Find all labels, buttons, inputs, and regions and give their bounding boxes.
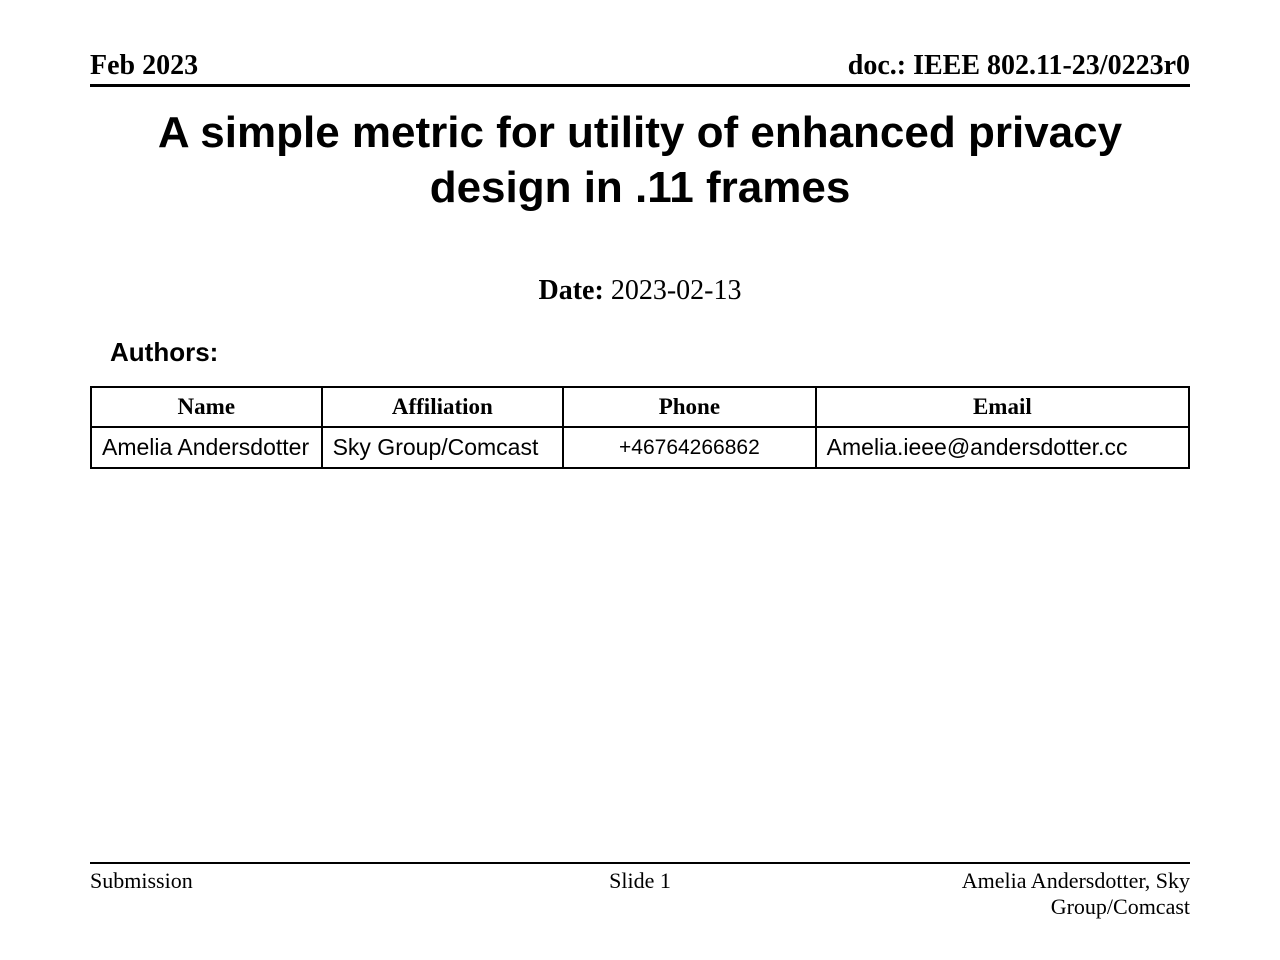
author-phone: +46764266862 xyxy=(563,427,816,468)
authors-col-name: Name xyxy=(91,387,322,427)
authors-col-phone: Phone xyxy=(563,387,816,427)
date-value: 2023-02-13 xyxy=(611,275,742,306)
authors-label: Authors: xyxy=(110,337,1190,368)
header-doc-number: doc.: IEEE 802.11-23/0223r0 xyxy=(848,50,1190,82)
header-month-year: Feb 2023 xyxy=(90,50,198,82)
footer-rule xyxy=(90,862,1190,864)
author-affiliation: Sky Group/Comcast xyxy=(322,427,564,468)
author-email: Amelia.ieee@andersdotter.cc xyxy=(816,427,1189,468)
authors-col-affiliation: Affiliation xyxy=(322,387,564,427)
footer: Submission Slide 1 Amelia Andersdotter, … xyxy=(90,862,1190,920)
footer-center: Slide 1 xyxy=(457,868,824,894)
authors-col-email: Email xyxy=(816,387,1189,427)
footer-right: Amelia Andersdotter, Sky Group/Comcast xyxy=(823,868,1190,920)
footer-row: Submission Slide 1 Amelia Andersdotter, … xyxy=(90,868,1190,920)
header-row: Feb 2023 doc.: IEEE 802.11-23/0223r0 xyxy=(90,50,1190,87)
author-name: Amelia Andersdotter xyxy=(91,427,322,468)
date-label: Date: xyxy=(539,275,604,306)
slide-container: Feb 2023 doc.: IEEE 802.11-23/0223r0 A s… xyxy=(0,0,1280,960)
page-title: A simple metric for utility of enhanced … xyxy=(90,105,1190,215)
table-row: Amelia Andersdotter Sky Group/Comcast +4… xyxy=(91,427,1189,468)
authors-table: Name Affiliation Phone Email Amelia Ande… xyxy=(90,386,1190,469)
authors-table-header-row: Name Affiliation Phone Email xyxy=(91,387,1189,427)
date-line: Date: 2023-02-13 xyxy=(90,275,1190,307)
footer-left: Submission xyxy=(90,868,457,894)
